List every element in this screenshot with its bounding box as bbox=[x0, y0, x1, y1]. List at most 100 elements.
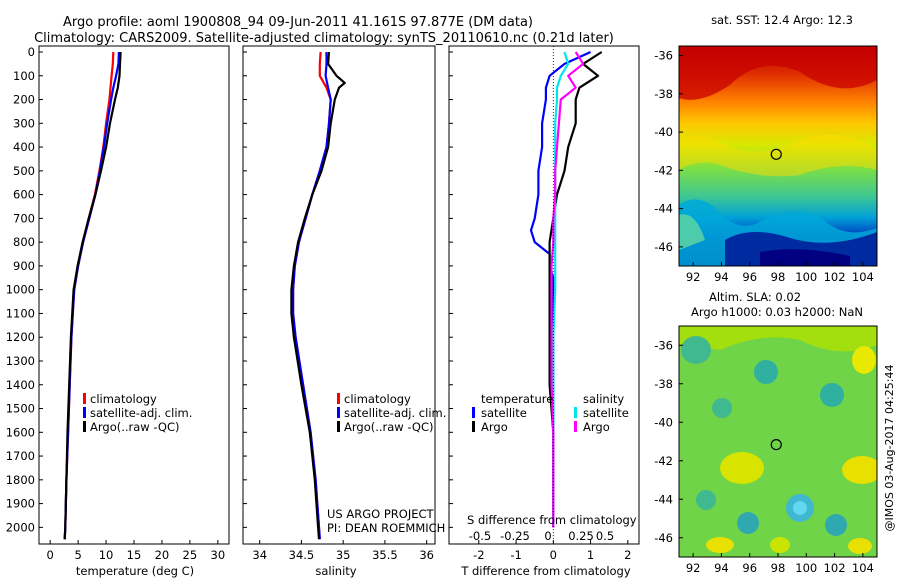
sla-map-axes: 92 94 96 98 100 102 104 -36 -38 -40 -42 -44 -46 bbox=[654, 338, 874, 575]
top-tick-label: 0.25 bbox=[568, 529, 594, 543]
sla-map-image bbox=[679, 326, 877, 557]
y-tick-label: 1800 bbox=[6, 473, 35, 487]
x-tick-label: 34.5 bbox=[289, 548, 315, 562]
y-tick-label: 0 bbox=[28, 45, 35, 59]
x-tick-label: 5 bbox=[74, 548, 81, 562]
x-tick-label: 0 bbox=[550, 548, 557, 562]
figure-title-line1: Argo profile: aoml 1900808_94 09-Jun-201… bbox=[63, 15, 533, 30]
project-pi: PI: DEAN ROEMMICH bbox=[327, 521, 445, 535]
lat-tick-label: -38 bbox=[654, 87, 673, 101]
series-line-argorawqc bbox=[290, 51, 346, 540]
sla-map-title-line1: Altim. SLA: 0.02 bbox=[709, 290, 801, 304]
legend-swatch-climatology bbox=[83, 393, 86, 404]
lat-tick-label: -46 bbox=[654, 240, 673, 254]
x-tick-label: 20 bbox=[155, 548, 170, 562]
temperature-plot: 0 5 10 15 20 25 300100200300400500600700800900… bbox=[6, 45, 225, 562]
legend-temp-argo: Argo bbox=[481, 420, 508, 434]
x-tick-label: -1 bbox=[510, 548, 521, 562]
legend-group-temperature: temperature bbox=[481, 392, 553, 406]
y-tick-label: 2000 bbox=[6, 520, 35, 534]
lon-tick-label: 92 bbox=[686, 270, 701, 284]
x-tick-label: 1 bbox=[587, 548, 594, 562]
x-tick-label: 36 bbox=[419, 548, 434, 562]
lat-tick-label: -38 bbox=[654, 377, 673, 391]
legend-satellite: satellite-adj. clim. bbox=[344, 406, 446, 420]
legend-argo: Argo(..raw -QC) bbox=[344, 420, 434, 434]
legend-swatch-argo bbox=[337, 421, 340, 432]
x-tick-label: 10 bbox=[99, 548, 114, 562]
y-tick-label: 1400 bbox=[6, 378, 35, 392]
lat-tick-label: -40 bbox=[654, 415, 673, 429]
difference-legend: temperature satellite Argo salinity sate… bbox=[472, 392, 629, 434]
legend-swatch-satellite bbox=[337, 407, 340, 418]
legend-sal-satellite: satellite bbox=[583, 406, 629, 420]
legend-sal-argo: Argo bbox=[583, 420, 610, 434]
lat-tick-label: -42 bbox=[654, 454, 673, 468]
legend-swatch-climatology bbox=[337, 393, 340, 404]
lat-tick-label: -36 bbox=[654, 338, 673, 352]
sst-map-image bbox=[679, 46, 877, 266]
argo-position-marker bbox=[770, 148, 782, 160]
y-tick-label: 400 bbox=[13, 140, 35, 154]
temperature-xlabel: temperature (deg C) bbox=[76, 564, 194, 578]
lon-tick-label: 104 bbox=[852, 270, 874, 284]
y-tick-label: 1500 bbox=[6, 402, 35, 416]
series-line-argo bbox=[548, 51, 603, 528]
y-tick-label: 1200 bbox=[6, 330, 35, 344]
y-tick-label: 1100 bbox=[6, 306, 35, 320]
y-tick-label: 1600 bbox=[6, 425, 35, 439]
series-line-argo bbox=[550, 51, 585, 528]
legend-climatology: climatology bbox=[344, 392, 411, 406]
x-tick-label: 35 bbox=[336, 548, 351, 562]
series-line-satelliteadjclim bbox=[292, 52, 332, 540]
lat-tick-label: -36 bbox=[654, 49, 673, 63]
series-line-satellite bbox=[529, 50, 592, 528]
legend-swatch-temp-argo bbox=[472, 421, 475, 432]
x-tick-label: 30 bbox=[211, 548, 226, 562]
difference-plot: -2 -1 0 1 2 bbox=[449, 46, 631, 562]
y-tick-label: 500 bbox=[13, 164, 35, 178]
lat-tick-label: -40 bbox=[654, 125, 673, 139]
legend-climatology: climatology bbox=[90, 392, 157, 406]
lat-tick-label: -46 bbox=[654, 531, 673, 545]
top-tick-label: -0.25 bbox=[500, 529, 530, 543]
series-line-satellite bbox=[552, 51, 570, 528]
difference-top-axis-label: S difference from climatology bbox=[467, 513, 637, 527]
lon-tick-label: 96 bbox=[742, 270, 757, 284]
y-tick-label: 300 bbox=[13, 116, 35, 130]
sst-map-title: sat. SST: 12.4 Argo: 12.3 bbox=[711, 13, 853, 27]
argo-position-marker bbox=[770, 438, 782, 451]
salinity-xlabel: salinity bbox=[315, 564, 356, 578]
top-tick-label: 0 bbox=[544, 529, 551, 543]
y-tick-label: 200 bbox=[13, 93, 35, 107]
salinity-legend: climatology satellite-adj. clim. Argo(..… bbox=[337, 392, 446, 434]
lon-tick-label: 98 bbox=[771, 561, 786, 575]
x-tick-label: 0 bbox=[47, 548, 54, 562]
figure-title-line2: Climatology: CARS2009. Satellite-adjuste… bbox=[34, 31, 614, 46]
y-tick-label: 700 bbox=[13, 211, 35, 225]
lon-tick-label: 102 bbox=[824, 270, 846, 284]
difference-panel-frame bbox=[448, 45, 640, 545]
legend-swatch-satellite bbox=[83, 407, 86, 418]
x-tick-label: 2 bbox=[624, 548, 631, 562]
y-tick-label: 1900 bbox=[6, 497, 35, 511]
lon-tick-label: 104 bbox=[852, 561, 874, 575]
y-tick-label: 100 bbox=[13, 69, 35, 83]
legend-swatch-argo bbox=[83, 421, 86, 432]
legend-temp-satellite: satellite bbox=[481, 406, 527, 420]
legend-swatch-sal-satellite bbox=[574, 407, 577, 418]
lon-tick-label: 98 bbox=[771, 270, 786, 284]
lat-tick-label: -44 bbox=[654, 492, 673, 506]
y-tick-label: 1700 bbox=[6, 449, 35, 463]
lon-tick-label: 100 bbox=[795, 561, 817, 575]
sla-map-title-line2: Argo h1000: 0.03 h2000: NaN bbox=[691, 305, 863, 319]
project-name: US ARGO PROJECT bbox=[327, 507, 435, 521]
legend-swatch-sal-argo bbox=[574, 421, 577, 432]
y-tick-label: 600 bbox=[13, 188, 35, 202]
lon-tick-label: 96 bbox=[742, 561, 757, 575]
lat-tick-label: -44 bbox=[654, 202, 673, 216]
salinity-plot: 34 34.5 35 35.5 36 bbox=[243, 51, 434, 562]
lon-tick-label: 102 bbox=[824, 561, 846, 575]
series-line-argorawqc bbox=[63, 51, 122, 540]
lon-tick-label: 100 bbox=[795, 270, 817, 284]
